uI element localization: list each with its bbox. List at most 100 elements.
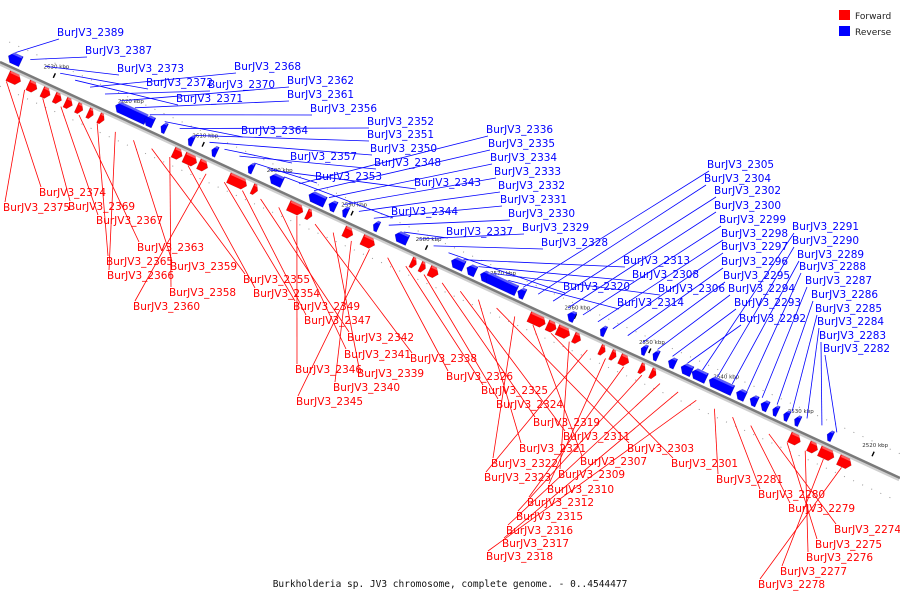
forward-gene-arrow xyxy=(25,79,39,93)
gene-label: BurJV3_2320 xyxy=(563,281,630,293)
gene-label: BurJV3_2371 xyxy=(176,93,243,105)
leader-line xyxy=(463,259,626,268)
gene-label: BurJV3_2343 xyxy=(414,177,481,189)
leader-line xyxy=(537,184,707,295)
gene-label: BurJV3_2290 xyxy=(792,235,859,247)
gene-label: BurJV3_2366 xyxy=(107,270,174,282)
gene-label: BurJV3_2298 xyxy=(721,228,788,240)
forward-gene-arrow xyxy=(181,151,199,167)
reverse-gene-arrow xyxy=(517,286,528,300)
gene-label: BurJV3_2323 xyxy=(484,472,551,484)
leader-line xyxy=(358,191,501,212)
gene-label: BurJV3_2291 xyxy=(792,221,859,233)
reverse-gene-arrow xyxy=(680,362,695,378)
gene-label: BurJV3_2321 xyxy=(519,443,586,455)
leader-line xyxy=(485,349,588,473)
leader-line xyxy=(478,266,635,282)
leader-line xyxy=(478,299,522,444)
gene-label: BurJV3_2328 xyxy=(541,237,608,249)
leader-line xyxy=(299,135,489,185)
tick-mark xyxy=(648,348,652,354)
leader-line xyxy=(820,341,823,426)
gene-label: BurJV3_2330 xyxy=(508,208,575,220)
tick-label: 2590 kbp xyxy=(341,202,367,208)
gene-label: BurJV3_2284 xyxy=(817,316,884,328)
leader-line xyxy=(314,223,413,354)
leader-line xyxy=(269,169,417,190)
gene-label: BurJV3_2304 xyxy=(704,173,771,185)
forward-gene-arrow xyxy=(597,343,607,356)
gene-label: BurJV3_2368 xyxy=(234,61,301,73)
leader-line xyxy=(759,467,842,580)
reverse-gene-arrow xyxy=(760,399,771,413)
gene-label: BurJV3_2296 xyxy=(721,256,788,268)
gene-label: BurJV3_2341 xyxy=(344,349,411,361)
leader-line xyxy=(334,240,352,383)
gene-label: BurJV3_2362 xyxy=(287,75,354,87)
reverse-gene-arrow xyxy=(328,199,339,213)
gene-label: BurJV3_2334 xyxy=(490,152,557,164)
forward-gene-arrow xyxy=(637,362,647,375)
leader-line xyxy=(209,141,373,156)
tick-label: 2530 kbp xyxy=(788,409,814,415)
leader-line xyxy=(4,89,25,203)
forward-gene-arrow xyxy=(359,233,377,249)
leader-line xyxy=(194,135,370,142)
gene-label: BurJV3_2331 xyxy=(500,194,567,206)
leader-line xyxy=(284,176,394,219)
gene-label: BurJV3_2354 xyxy=(253,288,320,300)
leader-line xyxy=(119,86,290,102)
reverse-gene-arrow xyxy=(308,190,328,208)
leader-line xyxy=(532,324,583,457)
reverse-gene-arrow xyxy=(115,100,149,125)
leader-line xyxy=(597,239,724,323)
tick-mark xyxy=(201,141,205,147)
leader-line xyxy=(496,307,630,444)
leader-line xyxy=(567,211,717,309)
tick-mark xyxy=(52,72,57,79)
gene-label: BurJV3_2308 xyxy=(632,269,699,281)
gene-label: BurJV3_2349 xyxy=(293,301,360,313)
gene-label: BurJV3_2389 xyxy=(57,27,124,39)
gene-label: BurJV3_2346 xyxy=(295,364,362,376)
leader-line xyxy=(332,232,360,369)
leader-line xyxy=(507,383,661,526)
gene-label: BurJV3_2336 xyxy=(486,124,553,136)
leader-line xyxy=(343,177,497,205)
leader-line xyxy=(108,131,116,271)
leader-line xyxy=(791,314,818,412)
tick-label: 2610 kbp xyxy=(192,134,218,140)
gene-label: BurJV3_2289 xyxy=(797,249,864,261)
forward-gene-arrow xyxy=(526,311,547,328)
gene-label: BurJV3_2299 xyxy=(719,214,786,226)
gene-label: BurJV3_2277 xyxy=(780,566,847,578)
gene-label: BurJV3_2347 xyxy=(304,315,371,327)
reverse-gene-arrow xyxy=(342,205,351,219)
leader-line xyxy=(96,123,109,257)
leader-line xyxy=(15,38,60,53)
gene-label: BurJV3_2345 xyxy=(296,396,363,408)
leader-line xyxy=(731,260,800,385)
tick-label: 2570 kbp xyxy=(490,271,516,277)
gene-label: BurJV3_2287 xyxy=(805,275,872,287)
gene-label: BurJV3_2338 xyxy=(410,353,477,365)
gene-label: BurJV3_2365 xyxy=(106,256,173,268)
gene-labels: BurJV3_2389 BurJV3_2387 BurJV3_2373 BurJV3_… xyxy=(3,27,900,591)
leader-line xyxy=(487,400,697,552)
gene-label: BurJV3_2294 xyxy=(728,283,795,295)
forward-gene-arrow xyxy=(417,260,427,273)
forward-gene-arrow xyxy=(836,454,853,469)
leader-line xyxy=(612,252,724,330)
reverse-gene-arrow xyxy=(826,429,836,443)
gene-label: BurJV3_2339 xyxy=(357,368,424,380)
reverse-gene-arrow xyxy=(567,309,578,323)
gene-label: BurJV3_2288 xyxy=(799,261,866,273)
forward-gene-arrow xyxy=(806,440,820,454)
forward-gene-arrow xyxy=(170,146,184,160)
forward-gene-arrow xyxy=(96,112,106,125)
reverse-gene-arrow xyxy=(160,121,169,135)
leader-line xyxy=(627,267,724,336)
reverse-gene-arrow xyxy=(736,387,748,402)
tick-label: 2550 kbp xyxy=(639,340,665,346)
